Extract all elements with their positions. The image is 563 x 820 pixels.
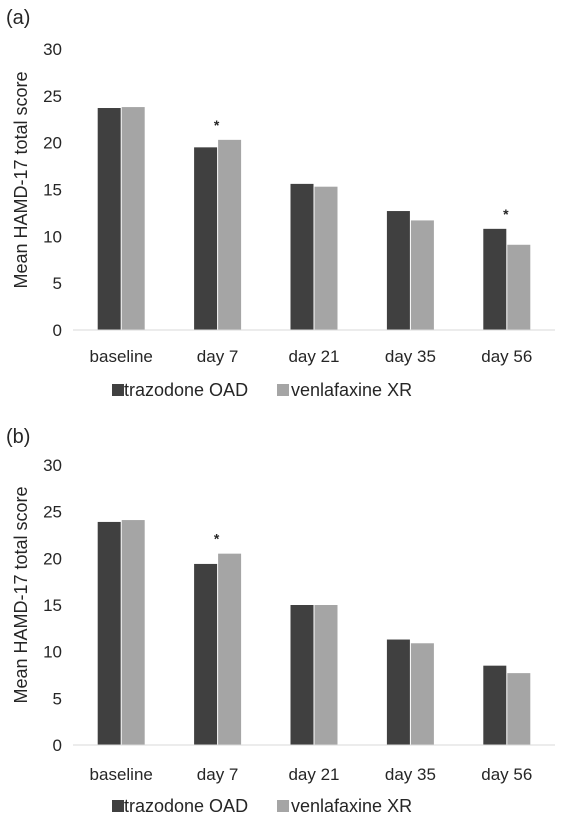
bar-trazodone: [290, 183, 314, 330]
bar-trazodone: [483, 228, 507, 330]
bar-trazodone: [97, 108, 121, 330]
y-tick-label: 10: [43, 643, 62, 662]
significance-marks-a: **: [214, 117, 509, 222]
significance-asterisk: *: [503, 206, 509, 222]
y-ticks-b: 0 5 10 15 20 25 30: [43, 456, 62, 755]
y-tick-label: 25: [43, 503, 62, 522]
bar-trazodone: [194, 563, 218, 745]
y-axis-label-b: Mean HAMD-17 total score: [11, 486, 31, 703]
bar-venlafaxine: [314, 605, 338, 745]
x-tick-label: day 7: [197, 765, 239, 784]
bar-trazodone: [290, 605, 314, 745]
x-tick-label: day 7: [197, 347, 239, 366]
legend-swatch-venlafaxine-a: [277, 384, 289, 396]
x-ticks-b: baseline day 7 day 21 day 35 day 56: [90, 765, 533, 784]
y-ticks-a: 0 5 10 15 20 25 30: [43, 40, 62, 340]
legend-swatch-trazodone-b: [112, 800, 124, 812]
x-tick-label: day 56: [481, 765, 532, 784]
bar-trazodone: [386, 639, 410, 745]
bar-venlafaxine: [314, 186, 338, 330]
bar-venlafaxine: [218, 553, 242, 745]
x-tick-label: day 35: [385, 347, 436, 366]
y-tick-label: 30: [43, 40, 62, 59]
legend-b: trazodone OAD venlafaxine XR: [112, 796, 412, 816]
bar-venlafaxine: [410, 643, 434, 745]
y-tick-label: 0: [53, 321, 62, 340]
bar-venlafaxine: [121, 107, 145, 330]
bars-b: [97, 520, 531, 745]
x-tick-label: day 35: [385, 765, 436, 784]
significance-asterisk: *: [214, 531, 220, 547]
y-tick-label: 10: [43, 227, 62, 246]
y-tick-label: 0: [53, 736, 62, 755]
x-tick-label: day 56: [481, 347, 532, 366]
bars-a: [97, 107, 531, 330]
bar-venlafaxine: [410, 220, 434, 330]
bar-trazodone: [483, 665, 507, 745]
y-tick-label: 5: [53, 689, 62, 708]
y-tick-label: 30: [43, 456, 62, 475]
y-axis-label-a: Mean HAMD-17 total score: [11, 71, 31, 288]
bar-trazodone: [97, 521, 121, 745]
legend-label-venlafaxine-a: venlafaxine XR: [291, 380, 412, 400]
y-tick-label: 5: [53, 274, 62, 293]
bar-venlafaxine: [121, 520, 145, 745]
x-tick-label: day 21: [288, 347, 339, 366]
legend-label-trazodone-b: trazodone OAD: [124, 796, 248, 816]
x-ticks-a: baseline day 7 day 21 day 35 day 56: [90, 347, 533, 366]
chart-panel-a: (a) Mean HAMD-17 total score 0 5 10 15 20 25 3…: [6, 7, 555, 400]
bar-venlafaxine: [507, 244, 531, 330]
significance-marks-b: *: [214, 531, 220, 547]
legend-swatch-trazodone-a: [112, 384, 124, 396]
y-tick-label: 15: [43, 181, 62, 200]
x-tick-label: baseline: [90, 765, 153, 784]
legend-label-venlafaxine-b: venlafaxine XR: [291, 796, 412, 816]
legend-a: trazodone OAD venlafaxine XR: [112, 380, 412, 400]
significance-asterisk: *: [214, 117, 220, 133]
bar-trazodone: [386, 211, 410, 330]
chart-panel-b: (b) Mean HAMD-17 total score 0 5 10 15 20 25 3…: [6, 426, 555, 816]
y-tick-label: 20: [43, 549, 62, 568]
legend-swatch-venlafaxine-b: [277, 800, 289, 812]
y-tick-label: 20: [43, 134, 62, 153]
x-tick-label: baseline: [90, 347, 153, 366]
y-tick-label: 15: [43, 596, 62, 615]
bar-venlafaxine: [218, 139, 242, 330]
panel-label-a: (a): [6, 7, 30, 29]
bar-trazodone: [194, 147, 218, 330]
panel-label-b: (b): [6, 426, 30, 448]
x-tick-label: day 21: [288, 765, 339, 784]
legend-label-trazodone-a: trazodone OAD: [124, 380, 248, 400]
bar-venlafaxine: [507, 673, 531, 745]
y-tick-label: 25: [43, 87, 62, 106]
